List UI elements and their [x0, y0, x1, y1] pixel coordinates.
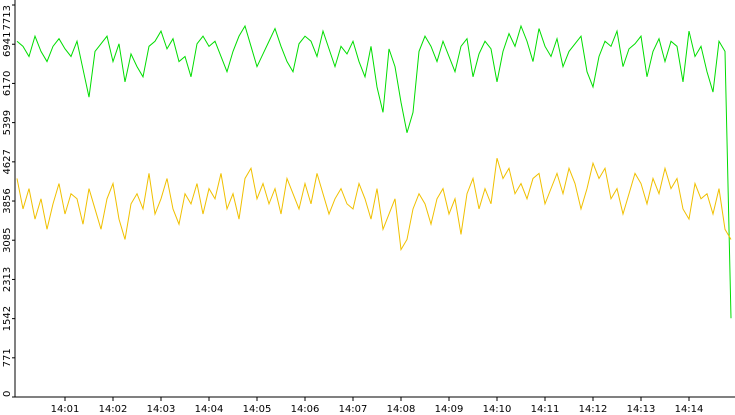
y-tick-label: 6941 — [2, 32, 13, 57]
x-tick-label: 14:14 — [675, 404, 704, 415]
y-tick-label: 3856 — [2, 188, 13, 213]
x-tick-label: 14:08 — [387, 404, 416, 415]
y-tick-label: 2313 — [2, 267, 13, 292]
y-tick-label: 7713 — [2, 5, 13, 30]
x-tick-label: 14:05 — [243, 404, 272, 415]
x-tick-label: 14:02 — [99, 404, 128, 415]
y-tick-label: 3085 — [2, 227, 13, 252]
x-tick-label: 14:13 — [627, 404, 656, 415]
series-line — [16, 157, 732, 252]
y-tick-label: 5399 — [2, 110, 13, 135]
series-line — [16, 24, 732, 319]
x-tick-label: 14:12 — [579, 404, 608, 415]
x-tick-label: 14:01 — [51, 404, 80, 415]
x-tick-label: 14:10 — [483, 404, 512, 415]
x-tick-label: 14:03 — [147, 404, 176, 415]
y-tick-label: 1542 — [2, 306, 13, 331]
y-tick-label: 6170 — [2, 71, 13, 96]
x-tick-label: 14:07 — [339, 404, 368, 415]
x-tick-label: 14:09 — [435, 404, 464, 415]
x-tick-label: 14:06 — [291, 404, 320, 415]
x-tick-label: 14:11 — [531, 404, 560, 415]
y-tick-label: 771 — [2, 348, 13, 367]
y-tick-label: 0 — [2, 391, 13, 397]
x-tick-label: 14:04 — [195, 404, 224, 415]
y-tick-label: 4627 — [2, 149, 13, 174]
